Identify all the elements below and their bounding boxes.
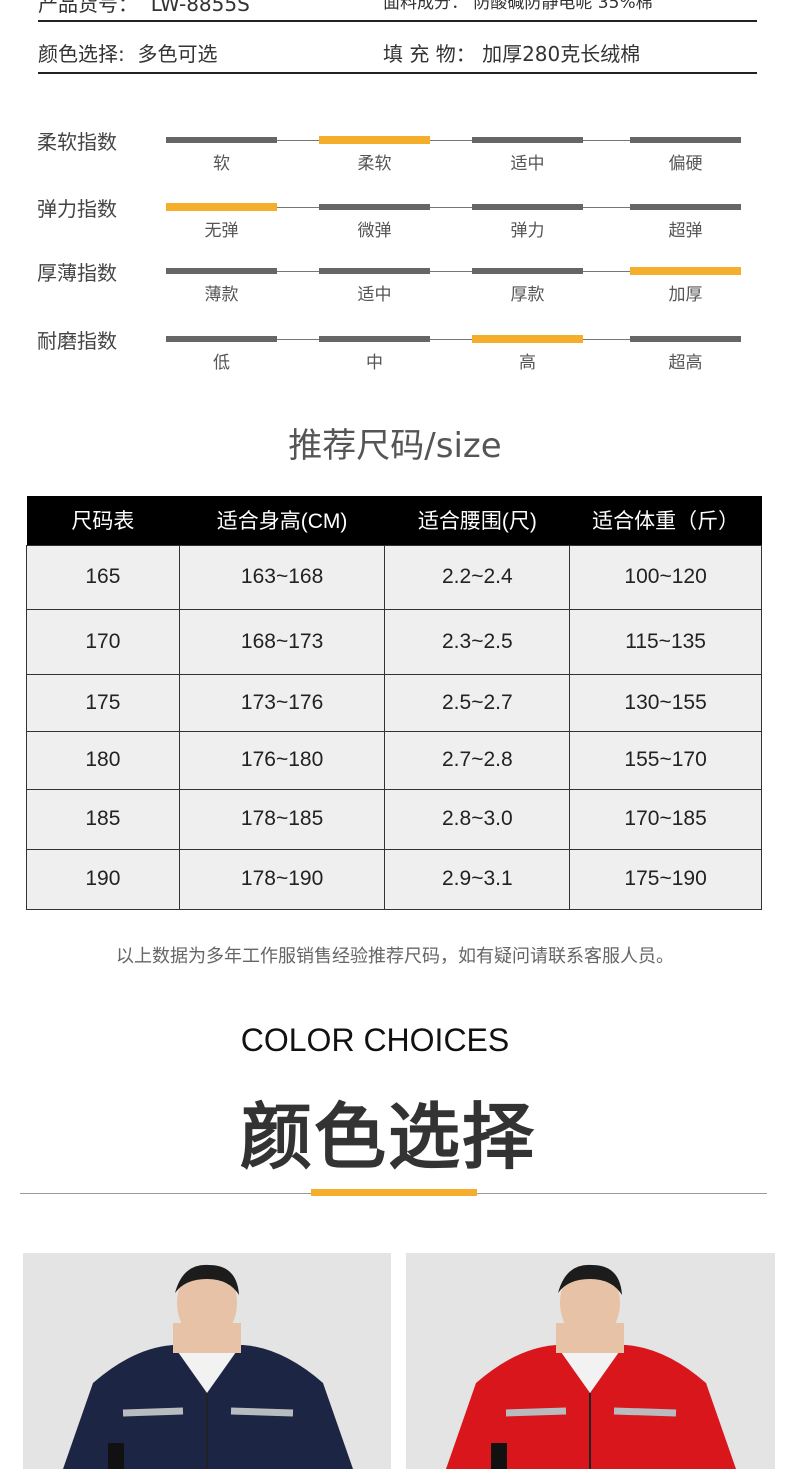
table-cell: 190	[26, 848, 180, 910]
table-cell: 115~135	[569, 608, 762, 675]
index-segment	[166, 336, 277, 342]
column-header: 适合身高(CM)	[179, 496, 385, 545]
index-segment-selected	[630, 267, 741, 275]
index-level-label: 薄款	[204, 285, 239, 305]
index-level-label: 软	[213, 154, 230, 174]
divider	[38, 20, 757, 22]
spec-filling: 填 充 物： 加厚280克长绒棉	[383, 42, 641, 66]
table-header: 尺码表 适合身高(CM) 适合腰围(尺) 适合体重（斤）	[26, 496, 762, 545]
table-cell: 170	[26, 608, 180, 675]
index-segment	[319, 204, 430, 210]
index-level-label: 加厚	[668, 285, 703, 305]
table-cell: 2.5~2.7	[384, 673, 571, 732]
table-cell: 2.7~2.8	[384, 730, 571, 790]
index-segment	[319, 336, 430, 342]
table-cell: 2.2~2.4	[384, 544, 571, 610]
index-level-label: 厚款	[510, 285, 545, 305]
table-cell: 175~190	[569, 848, 762, 910]
index-track	[166, 140, 741, 141]
index-segment-selected	[319, 136, 430, 144]
index-segment	[166, 137, 277, 143]
color-title-en: COLOR CHOICES	[240, 1022, 510, 1058]
model-figure	[446, 1264, 736, 1469]
index-segment	[630, 336, 741, 342]
table-cell: 176~180	[178, 730, 386, 790]
index-level-label: 低	[213, 353, 230, 373]
color-title-zh: 颜色选择	[239, 1095, 536, 1179]
table-cell: 130~155	[569, 673, 762, 732]
divider	[38, 72, 757, 74]
index-segment	[166, 268, 277, 274]
table-cell: 185	[26, 788, 180, 850]
index-level-label: 超弹	[668, 221, 703, 241]
table-cell: 165	[26, 544, 180, 610]
accent-bar	[311, 1189, 477, 1196]
table-cell: 100~120	[569, 544, 762, 610]
index-level-label: 中	[366, 353, 383, 373]
index-track	[166, 207, 741, 208]
photo-red-jacket[interactable]	[406, 1253, 775, 1469]
index-level-label: 适中	[357, 285, 392, 305]
index-segment	[630, 204, 741, 210]
index-segment	[472, 137, 583, 143]
table-cell: 178~185	[178, 788, 386, 850]
spec-color: 颜色选择: 多色可选	[38, 42, 218, 66]
table-row: 190 178~190 2.9~3.1 175~190	[26, 848, 762, 910]
index-level-label: 无弹	[204, 221, 239, 241]
table-cell: 163~168	[178, 544, 386, 610]
index-level-label: 微弹	[357, 221, 392, 241]
table-row: 180 176~180 2.7~2.8 155~170	[26, 730, 762, 790]
table-cell: 170~185	[569, 788, 762, 850]
size-note: 以上数据为多年工作服销售经验推荐尺码，如有疑问请联系客服人员。	[116, 946, 674, 967]
table-cell: 175	[26, 673, 180, 732]
column-header: 适合腰围(尺)	[384, 496, 570, 545]
column-header: 尺码表	[26, 496, 180, 545]
table-cell: 173~176	[178, 673, 386, 732]
index-level-label: 高	[519, 353, 536, 373]
table-row: 175 173~176 2.5~2.7 130~155	[26, 673, 762, 732]
index-track	[166, 271, 741, 272]
column-header: 适合体重（斤）	[569, 496, 762, 545]
photo-navy-jacket[interactable]	[23, 1253, 391, 1469]
index-track	[166, 339, 741, 340]
table-row: 185 178~185 2.8~3.0 170~185	[26, 788, 762, 850]
index-level-label: 弹力	[510, 221, 545, 241]
table-cell: 168~173	[178, 608, 386, 675]
table-row: 165 163~168 2.2~2.4 100~120	[26, 544, 762, 610]
model-figure	[63, 1264, 353, 1469]
index-label: 耐磨指数	[37, 329, 117, 353]
index-level-label: 偏硬	[668, 154, 703, 174]
index-segment	[630, 137, 741, 143]
index-segment-selected	[472, 335, 583, 343]
index-label: 厚薄指数	[37, 261, 117, 285]
table-cell: 180	[26, 730, 180, 790]
size-table: 尺码表 适合身高(CM) 适合腰围(尺) 适合体重（斤） 165 163~168 2.2~…	[26, 496, 762, 910]
table-cell: 2.8~3.0	[384, 788, 571, 850]
spec-item-no: 产品货号： LW-8855S	[38, 0, 250, 16]
spec-fabric: 面料成分： 防酸碱防静电呢 35%棉	[383, 0, 653, 13]
index-level-label: 柔软	[357, 154, 392, 174]
index-label: 弹力指数	[37, 197, 117, 221]
table-cell: 155~170	[569, 730, 762, 790]
table-cell: 178~190	[178, 848, 386, 910]
size-title: 推荐尺码/size	[288, 426, 502, 466]
index-segment	[472, 204, 583, 210]
index-label: 柔软指数	[37, 130, 117, 154]
table-row: 170 168~173 2.3~2.5 115~135	[26, 608, 762, 675]
index-segment	[472, 268, 583, 274]
index-segment-selected	[166, 203, 277, 211]
index-segment	[319, 268, 430, 274]
index-level-label: 超高	[668, 353, 703, 373]
table-cell: 2.3~2.5	[384, 608, 571, 675]
index-level-label: 适中	[510, 154, 545, 174]
table-cell: 2.9~3.1	[384, 848, 571, 910]
